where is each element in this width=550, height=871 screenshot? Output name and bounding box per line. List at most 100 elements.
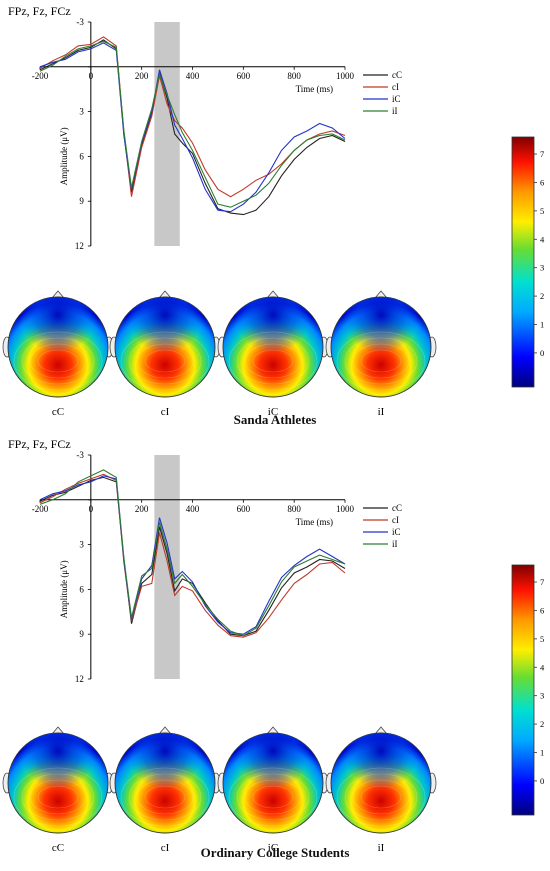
frontal-region	[331, 733, 431, 833]
contour-line	[336, 767, 426, 827]
y-tick-label: 3	[79, 540, 84, 550]
contour-line	[352, 779, 410, 815]
nose-icon	[51, 726, 65, 735]
contour-line	[360, 349, 402, 373]
contour-line	[21, 773, 95, 821]
nose-icon	[374, 290, 388, 299]
contour-line	[252, 785, 294, 809]
nose-icon	[266, 726, 280, 735]
topomap-cc: cC	[2, 290, 114, 418]
contour-line	[37, 349, 79, 373]
series-line-ii	[39, 469, 346, 637]
topomap-label: cC	[52, 842, 64, 854]
channel-label: FPz, Fz, FCz	[8, 4, 71, 18]
colorbar-tick-label: 5	[540, 206, 544, 216]
x-axis-title: Time (ms)	[296, 517, 333, 527]
topomap-label: iC	[268, 406, 278, 418]
x-tick-label: 400	[186, 504, 200, 514]
contour-line	[128, 773, 202, 821]
contour-line	[228, 767, 318, 827]
colorbar-tick-label: 4	[540, 234, 545, 244]
legend-label-ic: iC	[392, 94, 401, 104]
nose-icon	[158, 290, 172, 299]
channel-label: FPz, Fz, FCz	[8, 437, 71, 451]
frontal-region	[115, 297, 215, 397]
topomap-label: cI	[161, 406, 170, 418]
colorbar-tick-label: 2	[540, 719, 544, 729]
y-axis-title: Amplitude (μV)	[59, 560, 69, 618]
contour-line	[128, 337, 202, 385]
topo-row: cC cI iC iI	[2, 290, 437, 418]
colorbar-tick-label: 0	[540, 348, 544, 358]
y-tick-label: 12	[75, 674, 84, 684]
analysis-window	[154, 455, 180, 679]
topomap-cc: cC	[2, 726, 114, 854]
colorbar-tick-label: 6	[540, 605, 544, 615]
contour-line	[236, 773, 310, 821]
contour-line	[13, 331, 103, 391]
x-tick-label: 400	[186, 71, 200, 81]
contour-line	[21, 337, 95, 385]
colorbar-tick-label: 3	[540, 263, 544, 273]
x-tick-label: -200	[32, 504, 49, 514]
erp-chart: FPz, Fz, FCz-20002004006008001000Time (m…	[8, 437, 402, 684]
y-tick-label: 9	[79, 196, 84, 206]
colorbar-ticks: 0 1 2 3 4 5 6 7	[534, 149, 545, 358]
y-tick-label: -3	[76, 17, 84, 27]
contour-line	[244, 779, 302, 815]
colorbar-tick-label: 7	[540, 149, 544, 159]
legend-label-ii: iI	[392, 106, 398, 116]
colorbar-tick-label: 4	[540, 662, 545, 672]
x-tick-label: -200	[32, 71, 49, 81]
y-tick-label: 9	[79, 629, 84, 639]
contour-line	[144, 349, 186, 373]
contour-line	[13, 767, 103, 827]
analysis-window	[154, 22, 180, 246]
frontal-region	[115, 733, 215, 833]
contour-line	[336, 331, 426, 391]
x-tick-label: 200	[135, 504, 149, 514]
series-line-ii	[39, 40, 346, 208]
colorbar-tick-label: 3	[540, 691, 544, 701]
topomap-ic: iC	[217, 290, 329, 418]
topomap-ii: iI	[325, 726, 437, 854]
contour-line	[244, 343, 302, 379]
contour-line	[120, 331, 210, 391]
erp-chart: FPz, Fz, FCz-20002004006008001000Time (m…	[8, 4, 402, 251]
colorbar: 0 1 2 3 4 5 6 7	[511, 564, 545, 816]
series-line-ic	[39, 475, 346, 635]
group-title: Ordinary College Students	[200, 845, 350, 860]
y-axis-title: Amplitude (μV)	[59, 127, 69, 185]
y-tick-label: 6	[79, 584, 84, 594]
series-line-ci	[39, 473, 346, 638]
y-tick-label: 3	[79, 107, 84, 117]
frontal-region	[331, 297, 431, 397]
contour-line	[352, 343, 410, 379]
topomap-ii: iI	[325, 290, 437, 418]
colorbar-gradient	[511, 564, 535, 816]
contour-line	[360, 785, 402, 809]
x-tick-label: 1000	[336, 71, 355, 81]
nose-icon	[51, 290, 65, 299]
contour-line	[120, 767, 210, 827]
series-line-ci	[39, 36, 346, 198]
legend-label-ci: cI	[392, 82, 399, 92]
colorbar: 0 1 2 3 4 5 6 7	[511, 136, 545, 388]
legend-label-ic: iC	[392, 527, 401, 537]
colorbar-tick-label: 1	[540, 748, 544, 758]
legend-label-cc: cC	[392, 503, 402, 513]
topomap-ic: iC	[217, 726, 329, 854]
topomap-label: iC	[268, 842, 278, 854]
y-tick-label: 12	[75, 241, 84, 251]
contour-line	[144, 785, 186, 809]
legend-label-cc: cC	[392, 70, 402, 80]
x-tick-label: 600	[237, 71, 251, 81]
group-title: Sanda Athletes	[233, 412, 317, 427]
colorbar-tick-label: 1	[540, 320, 544, 330]
contour-line	[228, 331, 318, 391]
x-tick-label: 1000	[336, 504, 355, 514]
